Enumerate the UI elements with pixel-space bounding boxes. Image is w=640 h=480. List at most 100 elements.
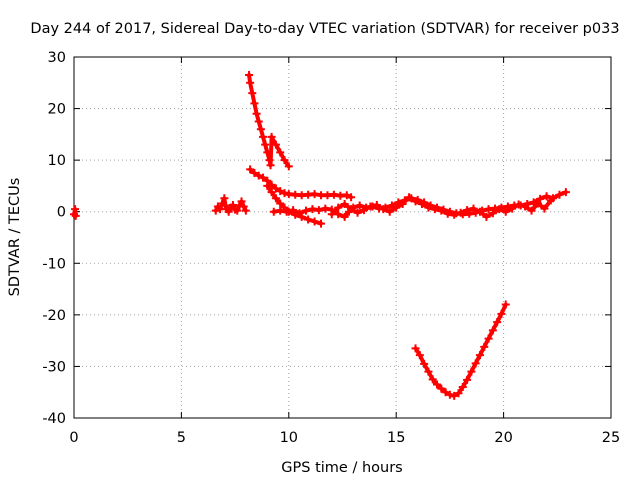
data-point	[437, 206, 446, 215]
data-point	[482, 212, 491, 221]
data-point	[266, 161, 275, 170]
data-point	[295, 209, 304, 218]
data-point	[456, 208, 465, 217]
data-point	[493, 318, 502, 327]
data-point	[540, 204, 549, 213]
data-point	[280, 156, 289, 165]
data-point	[245, 71, 254, 80]
data-point	[340, 212, 349, 221]
data-point	[450, 210, 459, 219]
data-point	[250, 169, 259, 178]
data-point	[514, 200, 523, 209]
data-series	[246, 165, 356, 202]
data-point	[488, 326, 497, 335]
data-point	[392, 203, 401, 212]
data-point	[420, 359, 429, 368]
data-point	[359, 206, 368, 215]
data-point	[265, 156, 274, 165]
data-point	[347, 205, 356, 214]
data-point	[546, 196, 555, 205]
data-point	[555, 190, 564, 199]
data-points	[70, 71, 570, 400]
data-point	[211, 206, 220, 215]
data-point	[536, 194, 545, 203]
data-point	[484, 334, 493, 343]
series-trace	[248, 167, 354, 200]
data-point	[246, 78, 255, 87]
data-point	[237, 197, 246, 206]
data-point	[521, 202, 530, 211]
data-point	[542, 192, 551, 201]
data-point	[282, 207, 291, 216]
series-trace	[413, 302, 508, 398]
data-point	[428, 375, 437, 384]
data-point	[317, 219, 326, 228]
data-point	[239, 202, 248, 211]
data-point	[252, 109, 261, 118]
data-point	[246, 165, 255, 174]
data-point	[304, 215, 313, 224]
y-tick-label: -20	[42, 308, 66, 324]
data-point	[71, 205, 80, 214]
data-point	[450, 391, 459, 400]
data-point	[220, 194, 229, 203]
plot-frame	[73, 56, 612, 419]
data-point	[289, 206, 298, 215]
data-series	[211, 194, 250, 216]
data-point	[415, 351, 424, 360]
data-point	[527, 206, 536, 215]
data-point	[241, 206, 250, 215]
data-point	[308, 205, 317, 214]
data-point	[276, 148, 285, 157]
data-point	[533, 199, 542, 208]
x-axis-label: GPS time / hours	[281, 460, 402, 476]
data-point	[497, 309, 506, 318]
data-series	[327, 193, 555, 221]
y-tick-label: -10	[42, 256, 66, 272]
data-point	[248, 89, 257, 98]
data-point	[271, 140, 280, 149]
data-point	[424, 367, 433, 376]
x-tick-label: 15	[387, 430, 405, 446]
data-point	[233, 206, 242, 215]
axis-ticks: 0 5 10 15 20 25 -40 -30 -20 -10 0 10 20 30	[42, 50, 620, 446]
data-point	[458, 383, 467, 392]
data-point	[469, 204, 478, 213]
data-point	[276, 187, 285, 196]
data-point	[254, 171, 263, 180]
data-point	[353, 208, 362, 217]
grid	[74, 57, 611, 418]
data-point	[501, 300, 510, 309]
data-series	[245, 71, 293, 171]
data-point	[263, 148, 272, 157]
data-point	[561, 188, 570, 197]
y-tick-label: -40	[42, 411, 66, 427]
data-point	[329, 190, 338, 199]
data-point	[405, 193, 414, 202]
data-point	[263, 181, 272, 190]
data-point	[271, 194, 280, 203]
y-axis-label: SDTVAR / TECUs	[7, 178, 23, 297]
data-point	[480, 342, 489, 351]
data-point	[430, 205, 439, 214]
data-point	[467, 367, 476, 376]
data-point	[488, 209, 497, 218]
y-tick-label: 10	[48, 153, 66, 169]
data-point	[475, 207, 484, 216]
data-point	[463, 375, 472, 384]
data-point	[327, 210, 336, 219]
x-tick-label: 0	[69, 430, 78, 446]
data-point	[224, 207, 233, 216]
data-point	[443, 209, 452, 218]
data-point	[321, 204, 330, 213]
data-point	[267, 188, 276, 197]
data-point	[398, 199, 407, 208]
data-series	[411, 300, 510, 400]
data-point	[411, 197, 420, 206]
y-tick-label: 20	[48, 102, 66, 118]
y-tick-label: 0	[57, 205, 66, 221]
data-point	[280, 189, 289, 198]
data-point	[471, 359, 480, 368]
data-point	[259, 132, 268, 141]
